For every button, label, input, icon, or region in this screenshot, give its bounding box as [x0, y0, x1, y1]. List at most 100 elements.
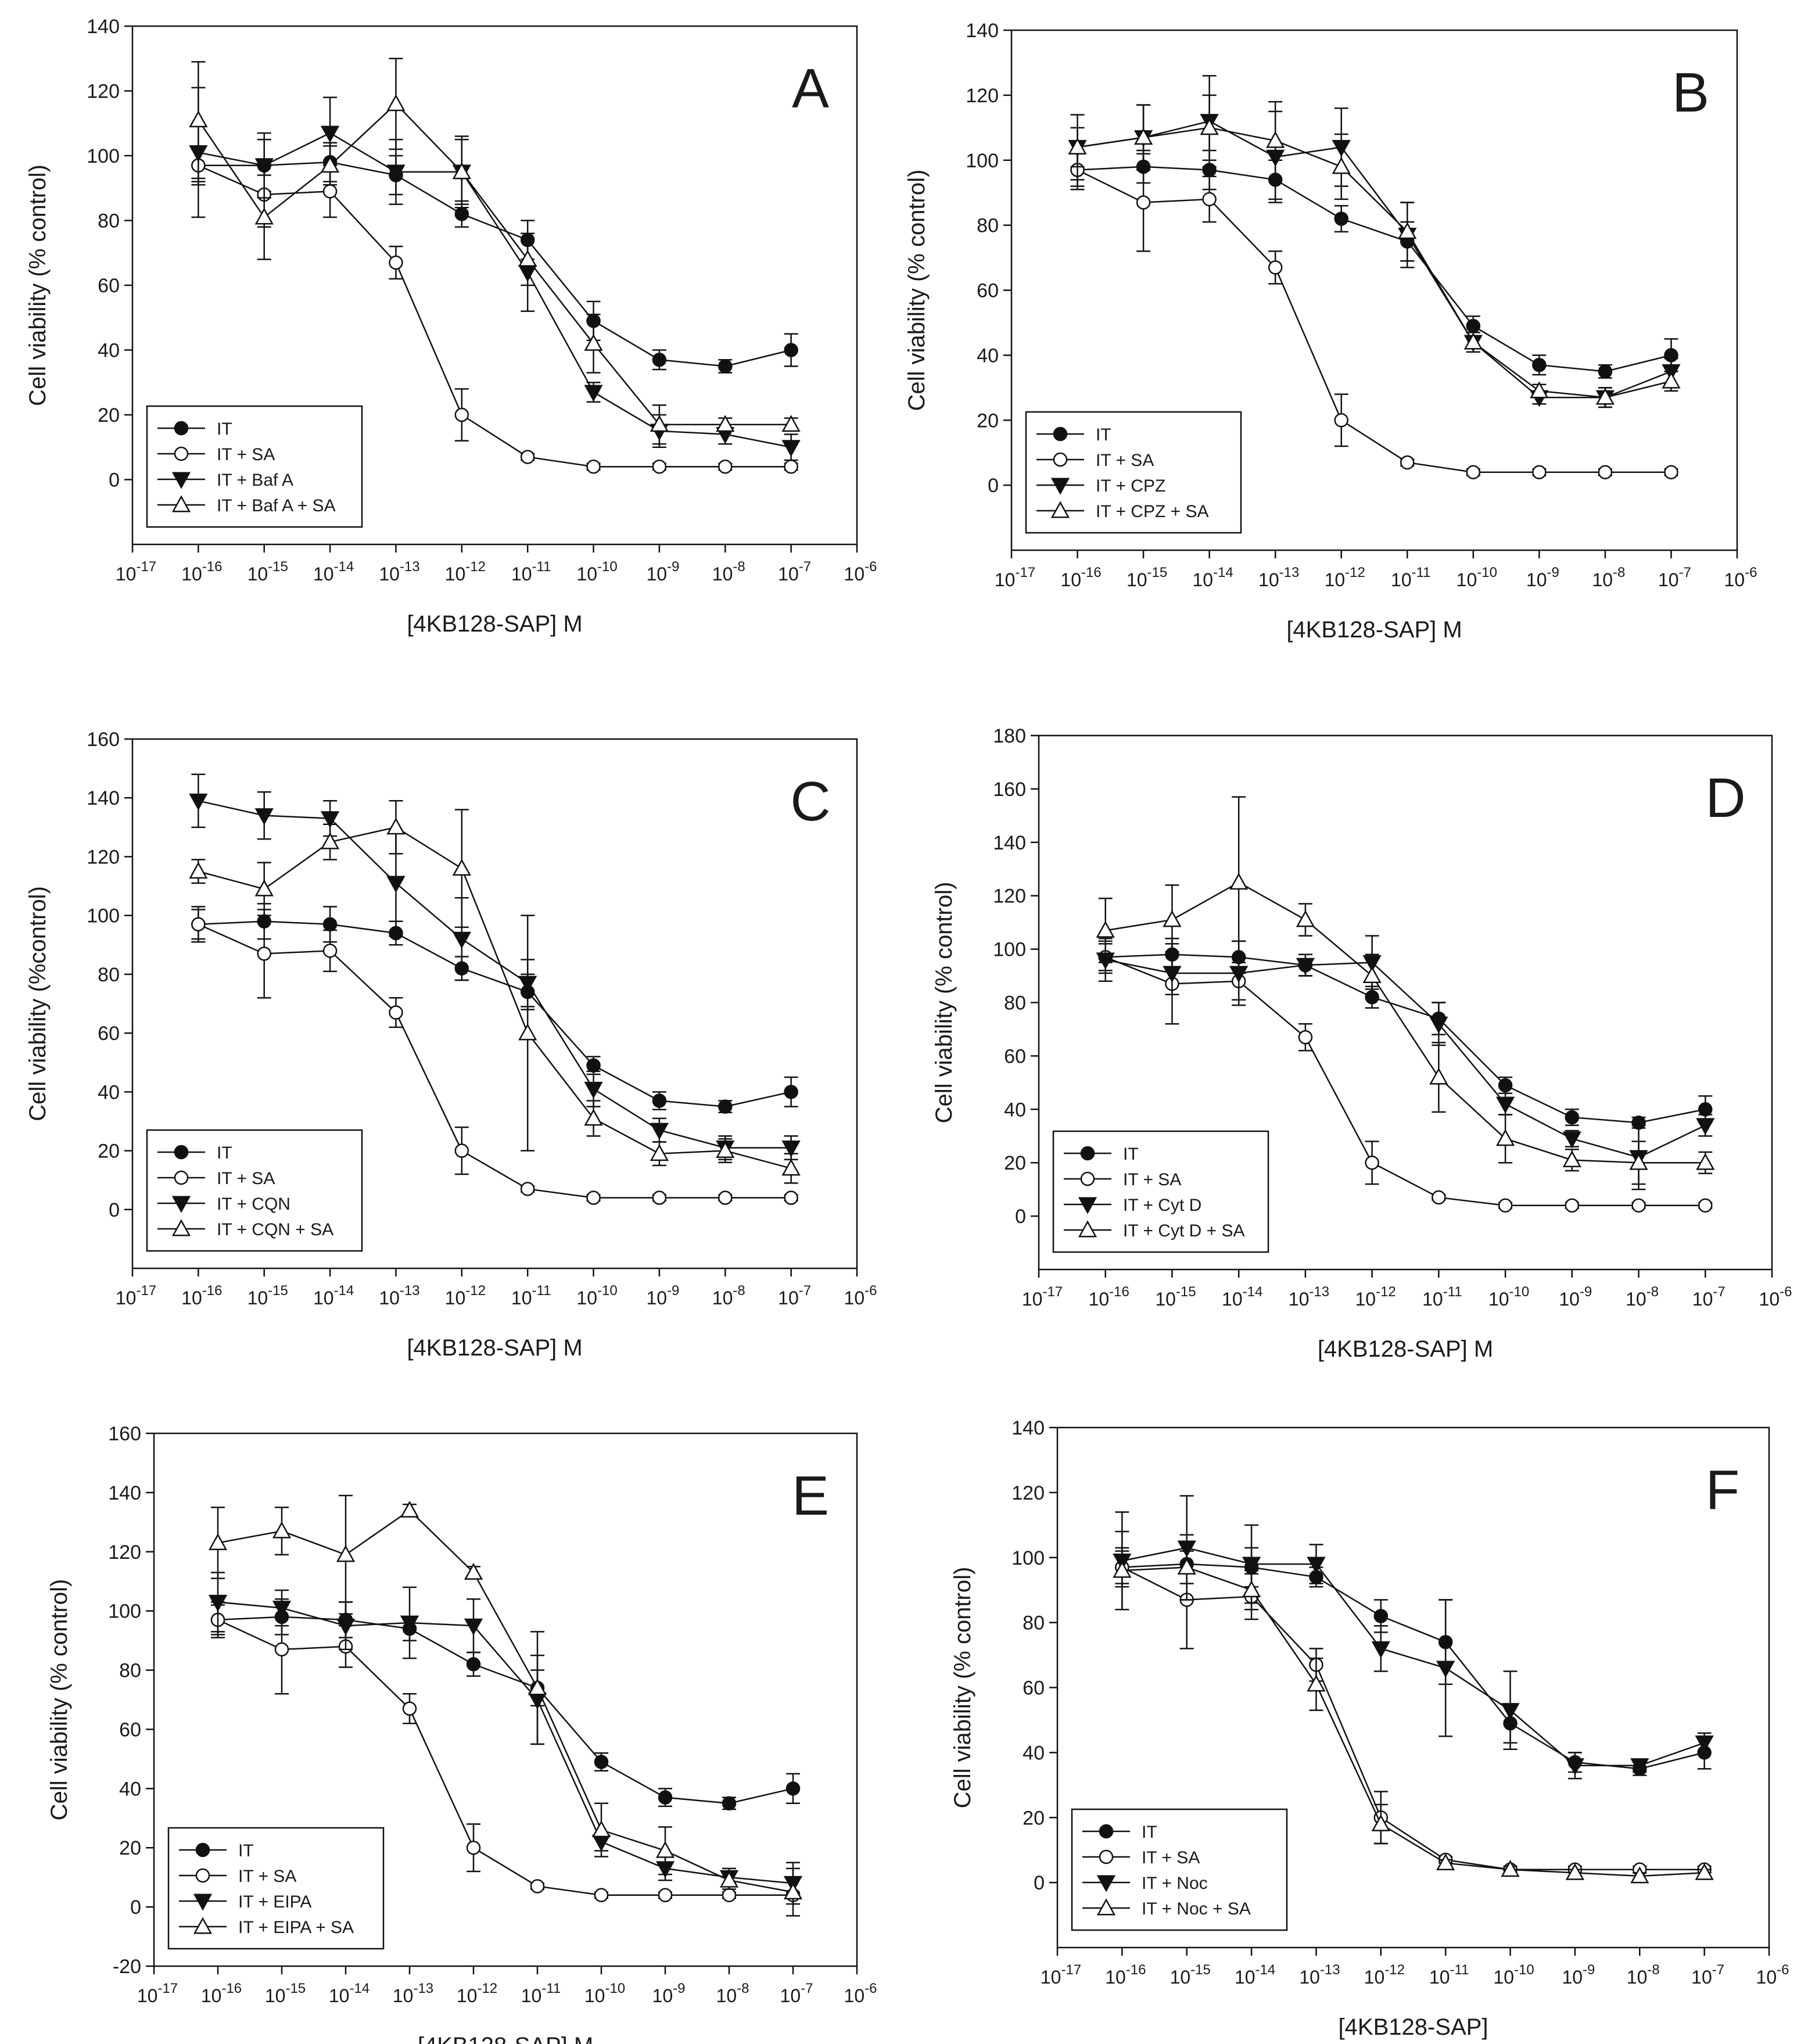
data-point: [1296, 958, 1315, 975]
data-point: [1429, 1067, 1448, 1085]
x-axis-title: [4KB128-SAP] M: [1318, 1336, 1493, 1362]
x-tick-label: 10-15: [1170, 1962, 1211, 1988]
data-point: [1463, 332, 1483, 350]
legend-marker: [193, 1917, 213, 1934]
legend-label: IT: [1123, 1145, 1139, 1164]
data-point: [1163, 966, 1182, 983]
legend-marker: [171, 472, 191, 489]
y-tick-label: 180: [993, 725, 1026, 747]
legend: IT IT + SA IT + Baf A IT + Baf A + SA: [146, 405, 363, 528]
x-tick-label: 10-13: [1258, 565, 1299, 590]
x-tick-label: 10-15: [247, 559, 288, 584]
x-tick-label: 10-13: [393, 1981, 433, 2006]
x-tick-label: 10-11: [511, 559, 551, 584]
data-point: [400, 1615, 419, 1633]
data-point: [322, 944, 338, 958]
data-point: [518, 1023, 537, 1041]
y-axis-title: Cell viability (% control): [46, 1579, 72, 1821]
data-point: [389, 1005, 403, 1020]
data-point: [1400, 455, 1415, 470]
legend-label: IT + SA: [1123, 1170, 1181, 1189]
data-point: [386, 94, 406, 112]
panel-c: 0 20 40 60 80 100 120 140 160 10-17 10-16 10-15 10-1…: [25, 729, 877, 1361]
data-point: [1532, 357, 1547, 372]
data-point: [466, 1840, 481, 1855]
data-point: [386, 876, 406, 893]
x-tick-label: 10-16: [1089, 1284, 1129, 1310]
panel-letter: E: [792, 1465, 829, 1527]
data-point: [386, 164, 406, 182]
series-4: [1068, 94, 1681, 408]
data-point: [1631, 1198, 1646, 1213]
y-tick-label: -20: [113, 1956, 141, 1978]
legend-label: IT + CQN: [217, 1195, 290, 1214]
data-point: [1598, 364, 1613, 379]
series-1: [1070, 149, 1678, 379]
x-tick-label: 10-12: [445, 1283, 486, 1308]
x-tick-label: 10-12: [1364, 1962, 1405, 1988]
data-point: [1630, 1866, 1649, 1884]
panel-a: 0 20 40 60 80 100 120 140 10-17 10-16 10-15 10-14 10…: [25, 16, 877, 637]
y-tick-label: 40: [98, 340, 120, 362]
x-tick-label: 10-10: [584, 1981, 625, 2006]
data-point: [719, 1870, 739, 1888]
data-point: [652, 459, 667, 474]
data-point: [1332, 157, 1351, 174]
series-line: [217, 1616, 794, 1805]
x-tick-label: 10-13: [1289, 1284, 1329, 1310]
data-point: [584, 385, 603, 402]
data-point: [518, 249, 537, 267]
x-tick-label: 10-10: [576, 1283, 617, 1308]
y-tick-label: 60: [119, 1719, 141, 1741]
legend-item: IT + CQN + SA: [157, 1219, 333, 1239]
data-point: [785, 1781, 801, 1796]
x-tick-label: 10-6: [1724, 565, 1757, 590]
data-point: [584, 1081, 603, 1099]
y-tick-label: 60: [977, 280, 999, 302]
data-point: [1498, 1078, 1513, 1093]
data-point: [254, 207, 274, 225]
series-3: [1096, 935, 1715, 1190]
data-point: [1696, 1118, 1715, 1135]
legend-marker: [1078, 1220, 1097, 1238]
y-tick-label: 120: [108, 1541, 141, 1564]
legend-item: IT + Noc: [1082, 1874, 1208, 1893]
data-point: [722, 1796, 737, 1811]
legend-label: IT + CPZ + SA: [1096, 502, 1209, 521]
x-tick-label: 10-9: [1562, 1962, 1595, 1988]
legend-label: IT + SA: [238, 1867, 296, 1886]
y-tick-label: 100: [993, 939, 1026, 961]
data-point: [320, 811, 340, 829]
data-point: [650, 415, 669, 432]
x-tick-label: 10-12: [445, 559, 486, 584]
series-line: [198, 800, 791, 1149]
data-point: [716, 1141, 735, 1159]
y-tick-label: 20: [977, 410, 999, 432]
legend-marker: [174, 421, 189, 436]
data-point: [452, 162, 471, 180]
data-point: [1530, 381, 1549, 399]
x-tick-label: 10-10: [576, 559, 617, 584]
data-point: [586, 459, 601, 474]
y-tick-label: 140: [1011, 1417, 1045, 1439]
data-point: [400, 1500, 419, 1518]
data-point: [1362, 966, 1382, 983]
x-tick-label: 10-14: [1222, 1284, 1262, 1310]
data-point: [189, 862, 208, 879]
data-point: [520, 1182, 535, 1196]
data-point: [1365, 1155, 1379, 1170]
data-point: [454, 407, 469, 422]
x-tick-label: 10-12: [457, 1981, 497, 2006]
y-axis-title: Cell viability (% control): [931, 882, 957, 1124]
data-point: [1562, 1150, 1581, 1168]
x-tick-label: 10-11: [511, 1283, 551, 1308]
data-point: [718, 1190, 733, 1205]
legend-item: IT: [1036, 425, 1111, 444]
data-point: [784, 459, 798, 474]
y-tick-label: 120: [993, 885, 1026, 908]
data-point: [189, 110, 208, 128]
y-tick-label: 140: [993, 832, 1026, 854]
data-point: [1371, 1814, 1390, 1831]
data-point: [1163, 910, 1182, 927]
